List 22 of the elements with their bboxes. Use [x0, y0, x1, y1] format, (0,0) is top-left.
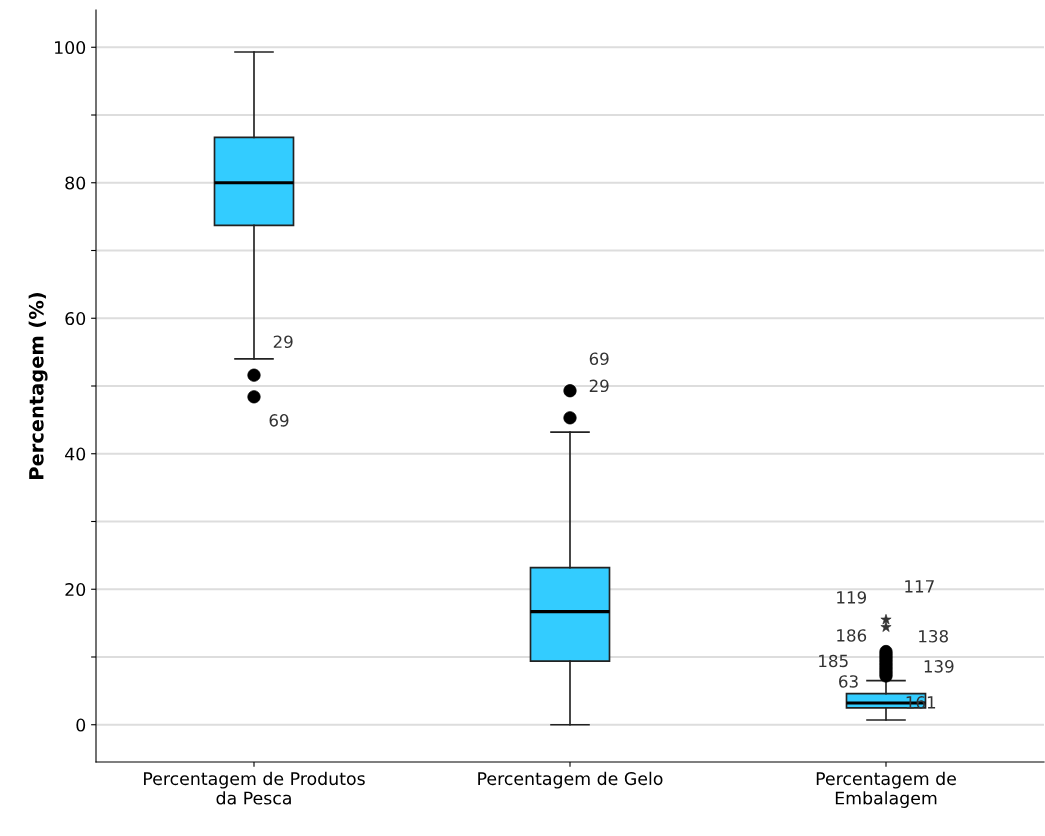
annotation: 161 — [906, 696, 936, 709]
annotation: 29 — [589, 379, 609, 393]
y-tick-label: 60 — [65, 311, 86, 326]
annotation: 69 — [269, 414, 289, 427]
annotation: 69 — [589, 352, 609, 366]
y-tick-label: 0 — [76, 718, 86, 732]
annotation: 185 — [819, 654, 848, 668]
annotation: 139 — [924, 660, 954, 673]
y-axis-title: Percentagem (%) — [28, 292, 48, 479]
y-tick-label: 40 — [65, 447, 86, 461]
annotation: 186 — [837, 629, 867, 642]
annotation: 63 — [839, 675, 858, 688]
annotation: 138 — [919, 629, 948, 643]
annotation: 29 — [273, 335, 293, 349]
y-tick-label: 100 — [55, 40, 86, 55]
annotation: 117 — [905, 580, 934, 593]
x-tick-label: Percentagem de Produtos da Pesca — [144, 771, 365, 805]
annotation: 119 — [837, 591, 867, 604]
x-tick-label: Percentagem de Gelo — [478, 771, 663, 789]
x-tick-label: Percentagem de Embalagem — [816, 771, 956, 808]
y-tick-label: 20 — [65, 582, 86, 597]
y-tick-label: 80 — [65, 176, 86, 190]
